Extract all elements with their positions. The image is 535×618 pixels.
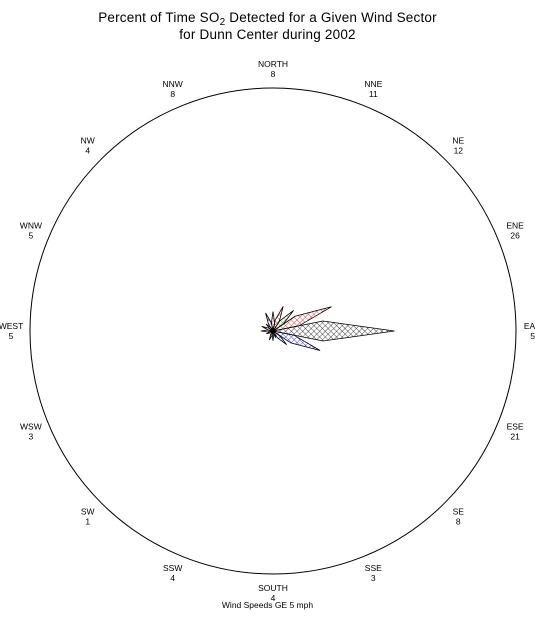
- petal-sw: [270, 330, 274, 334]
- sector-value-se: 8: [456, 516, 461, 526]
- sector-label-se: SE8: [453, 506, 465, 526]
- sector-name-sse: SSE: [365, 563, 382, 573]
- sector-name-ene: ENE: [506, 221, 524, 231]
- sector-name-ssw: SSW: [163, 563, 182, 573]
- sector-value-ne: 12: [454, 146, 464, 156]
- sector-value-wsw: 3: [29, 431, 34, 441]
- title-subscript: 2: [219, 17, 226, 28]
- sector-name-nne: NNE: [364, 79, 382, 89]
- sector-value-south: 4: [271, 593, 276, 603]
- sector-name-wsw: WSW: [20, 421, 42, 431]
- sector-name-east: EAST: [524, 321, 535, 331]
- sector-name-north: NORTH: [258, 59, 288, 69]
- petal-se: [272, 330, 288, 346]
- footnote: Wind Speeds GE 5 mph: [221, 600, 314, 610]
- sector-value-west: 5: [9, 331, 14, 341]
- petals-group: [260, 306, 395, 351]
- petal-sse: [272, 330, 277, 338]
- sector-value-north: 8: [271, 69, 276, 79]
- sector-label-east: EAST50: [524, 321, 535, 341]
- chart-title: Percent of Time SO2 Detected for a Given…: [0, 9, 535, 43]
- sector-name-south: SOUTH: [258, 583, 288, 593]
- sector-value-ene: 26: [510, 231, 520, 241]
- sector-name-sw: SW: [81, 506, 95, 516]
- petal-ene: [272, 306, 332, 332]
- petal-ese: [272, 330, 321, 351]
- sector-name-ese: ESE: [507, 421, 524, 431]
- title-prefix: Percent of Time SO: [98, 10, 220, 25]
- sector-name-wnw: WNW: [20, 221, 42, 231]
- sector-name-west: WEST: [0, 321, 23, 331]
- title-line-1: Percent of Time SO2 Detected for a Given…: [0, 9, 535, 28]
- sector-name-se: SE: [453, 506, 465, 516]
- sector-name-nw: NW: [81, 136, 95, 146]
- sector-value-nw: 4: [85, 146, 90, 156]
- sector-value-ese: 21: [510, 431, 520, 441]
- outer-ring: [29, 87, 517, 575]
- sector-value-sse: 3: [371, 573, 376, 583]
- sector-name-nnw: NNW: [163, 79, 183, 89]
- sector-value-nne: 11: [369, 89, 378, 99]
- petal-nw: [265, 323, 274, 332]
- sector-value-nnw: 8: [170, 89, 175, 99]
- petal-nnw: [265, 312, 274, 332]
- sector-value-wnw: 5: [29, 231, 34, 241]
- title-line-2: for Dunn Center during 2002: [179, 27, 356, 42]
- sector-value-east: 50: [530, 331, 535, 341]
- sector-value-ssw: 4: [170, 573, 175, 583]
- sector-name-ne: NE: [452, 136, 464, 146]
- petal-east: [272, 320, 395, 342]
- sector-label-sw: SW1: [81, 506, 95, 526]
- petal-ssw: [268, 330, 274, 341]
- title-suffix: Detected for a Given Wind Sector: [225, 10, 437, 25]
- sector-value-sw: 1: [85, 516, 90, 526]
- sector-labels-group: NORTH8NNE11NE12ENE26EAST50ESE21SE8SSE3SO…: [0, 59, 535, 603]
- sector-label-nw: NW4: [81, 136, 95, 156]
